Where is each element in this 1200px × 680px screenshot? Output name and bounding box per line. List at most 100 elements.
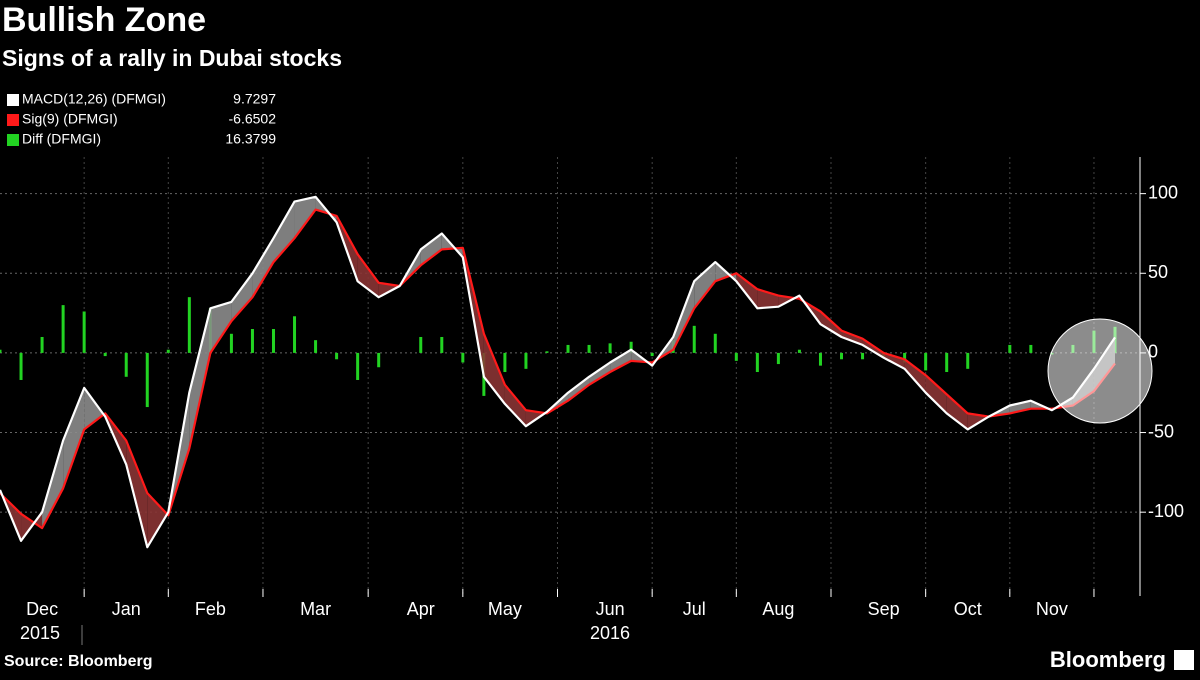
source: Source: Bloomberg: [4, 653, 152, 670]
diff-bar: [1029, 344, 1033, 353]
spread-fill: [1009, 400, 1031, 414]
diff-bar: [545, 351, 549, 353]
y-tick-label: 0: [1148, 342, 1158, 362]
chart-title: Bullish Zone: [2, 1, 206, 39]
diff-bar: [903, 352, 907, 363]
x-tick-label: May: [488, 599, 522, 619]
x-tick-label: Jun: [596, 599, 625, 619]
legend-value: 9.7297: [233, 91, 276, 107]
brand: Bloomberg: [1050, 647, 1166, 672]
diff-bar: [650, 352, 654, 357]
diff-bar: [818, 352, 822, 366]
diff-bar: [924, 352, 928, 371]
diff-bar: [966, 352, 970, 369]
diff-bar: [755, 352, 759, 373]
year-label: 2016: [590, 623, 630, 643]
spread-fill: [820, 311, 842, 337]
y-tick-label: -100: [1148, 501, 1184, 521]
diff-bar: [0, 349, 2, 353]
diff-bar: [124, 352, 128, 377]
diff-bar: [734, 352, 738, 361]
legend-label: Diff (DFMGI): [22, 131, 101, 147]
spread-fill: [189, 308, 211, 449]
diff-bar: [335, 352, 339, 360]
x-tick-label: Dec: [26, 599, 58, 619]
spread-fill: [504, 384, 526, 427]
spread-fill: [252, 238, 274, 298]
diff-bar: [461, 352, 465, 363]
spread-fill: [841, 330, 863, 345]
brand-icon: [1174, 650, 1194, 670]
year-label: 2015: [20, 623, 60, 643]
x-tick-label: Jan: [112, 599, 141, 619]
y-tick-label: 50: [1148, 262, 1168, 282]
diff-bar: [271, 329, 275, 353]
spread-fill: [610, 349, 632, 373]
diff-bar: [629, 341, 633, 353]
spread-fill: [42, 440, 64, 529]
diff-bar: [840, 352, 844, 360]
x-tick-label: Feb: [195, 599, 226, 619]
y-tick-label: -50: [1148, 421, 1174, 441]
spread-fill: [147, 493, 169, 548]
spread-fill: [483, 333, 505, 404]
highlight-circle: [1047, 318, 1153, 424]
x-tick-label: Nov: [1036, 599, 1068, 619]
x-tick-label: Aug: [762, 599, 794, 619]
spread-fill: [294, 196, 316, 239]
spread-fill: [589, 362, 611, 385]
spread-fill: [126, 440, 148, 548]
diff-bar: [187, 297, 191, 353]
diff-bar: [82, 311, 86, 353]
spread-fill: [231, 273, 253, 322]
diff-bar: [440, 336, 444, 353]
spread-fill: [210, 301, 232, 353]
legend-label: MACD(12,26) (DFMGI): [22, 91, 166, 107]
diff-bar: [797, 349, 801, 353]
diff-bar: [524, 352, 528, 369]
chart-subtitle: Signs of a rally in Dubai stocks: [2, 45, 342, 71]
diff-bar: [503, 352, 507, 373]
spread-fill: [694, 262, 716, 309]
spread-fill: [420, 233, 442, 266]
spread-fill: [736, 273, 758, 309]
diff-bar: [61, 305, 65, 353]
x-tick-label: Apr: [407, 599, 435, 619]
spread-fill: [673, 281, 695, 350]
x-tick-label: Jul: [683, 599, 706, 619]
legend-swatch: [7, 94, 19, 106]
diff-bar: [40, 336, 44, 353]
diff-bar: [356, 352, 360, 380]
legend-value: -6.6502: [229, 111, 277, 127]
diff-bar: [377, 352, 381, 368]
diff-bar: [103, 352, 107, 357]
diff-bar: [166, 349, 170, 353]
legend-label: Sig(9) (DFMGI): [22, 111, 118, 127]
spread-fill: [904, 359, 926, 393]
diff-bar: [229, 333, 233, 353]
diff-bar: [776, 352, 780, 365]
x-tick-label: Sep: [868, 599, 900, 619]
diff-bar: [692, 325, 696, 353]
signal-line: [0, 208, 1116, 530]
diff-bar: [419, 336, 423, 353]
diff-bar: [250, 329, 254, 353]
x-tick-label: Oct: [954, 599, 982, 619]
diff-bar: [945, 352, 949, 373]
x-tick-label: Mar: [300, 599, 331, 619]
legend-swatch: [7, 134, 19, 146]
spread-fill: [84, 387, 106, 430]
spread-fill: [357, 254, 379, 298]
diff-bar: [19, 352, 23, 380]
spread-fill: [63, 387, 85, 489]
legend-value: 16.3799: [225, 131, 276, 147]
diff-bar: [608, 343, 612, 353]
diff-bar: [861, 352, 865, 360]
spread-fill: [946, 394, 968, 430]
diff-bar: [713, 333, 717, 353]
spread-fill: [568, 376, 590, 401]
diff-bar: [145, 352, 149, 408]
diff-bar: [314, 340, 318, 353]
